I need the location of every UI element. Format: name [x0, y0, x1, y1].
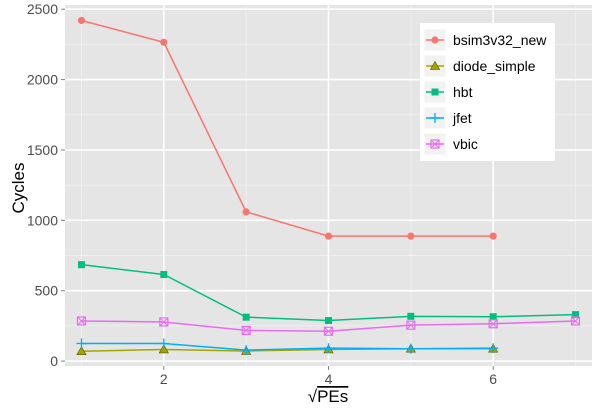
data-point [76, 338, 87, 349]
legend-key-marker [430, 113, 440, 123]
data-point [572, 311, 580, 319]
x-axis-title: √PEs [308, 387, 349, 406]
data-point [323, 326, 334, 336]
data-point [405, 343, 416, 354]
data-point [242, 313, 250, 321]
legend-item: vbic [423, 132, 478, 156]
legend-item: diode_simple [423, 54, 536, 78]
legend-item: hbt [423, 80, 473, 104]
legend-item: bsim3v32_new [423, 28, 547, 52]
x-tick-label: 4 [325, 371, 333, 387]
data-point [406, 320, 416, 330]
sqrt-symbol: √ [308, 387, 318, 406]
y-tick-label: 1500 [27, 142, 58, 158]
y-tick-label: 0 [50, 353, 58, 369]
data-point [242, 208, 250, 216]
legend-key-marker [431, 36, 439, 44]
legend-label: hbt [453, 84, 473, 100]
data-point [488, 343, 499, 354]
axis-ticks: 2 4 6 0 500 1000 1500 2000 2500 [27, 1, 497, 387]
data-point [489, 313, 497, 321]
data-point [76, 316, 87, 326]
data-point [407, 312, 415, 320]
series-vbic [76, 316, 581, 336]
series-bsim3v32-new [77, 16, 497, 240]
data-point [324, 232, 333, 240]
svg-text:√PEs: √PEs [308, 387, 349, 406]
series-line [81, 19, 494, 237]
data-point [488, 319, 498, 329]
data-point [241, 325, 251, 335]
data-point [489, 232, 497, 240]
legend-label: bsim3v32_new [453, 32, 547, 48]
legend-key-marker [430, 139, 440, 149]
data-point [407, 232, 415, 240]
x-tick-label: 2 [160, 371, 168, 387]
legend-label: diode_simple [453, 58, 536, 74]
series-jfet [76, 338, 499, 356]
series-hbt [77, 261, 580, 325]
data-point [77, 261, 85, 269]
x-axis-title-text: PEs [317, 387, 348, 406]
data-point [570, 316, 581, 326]
data-point [160, 271, 168, 279]
y-axis-title: Cycles [9, 162, 28, 213]
data-point [323, 343, 334, 354]
x-tick-label: 6 [489, 371, 497, 387]
series-layer [76, 16, 581, 356]
legend-label: vbic [453, 136, 478, 152]
major-gridlines [65, 5, 592, 366]
y-tick-label: 2500 [27, 1, 58, 17]
data-point [241, 345, 252, 356]
y-tick-label: 500 [35, 283, 59, 299]
series-line [81, 342, 494, 351]
y-tick-label: 2000 [27, 72, 58, 88]
data-point [77, 16, 86, 25]
legend-item: jfet [423, 106, 472, 130]
y-tick-label: 1000 [27, 212, 58, 228]
data-point [160, 38, 168, 46]
data-point [159, 317, 169, 327]
legend-key-marker [429, 60, 441, 70]
data-point [325, 317, 332, 325]
legend-label: jfet [452, 110, 472, 126]
data-point [76, 346, 87, 355]
data-point [158, 344, 169, 354]
legend-key-marker [431, 88, 439, 96]
data-point [158, 338, 169, 349]
